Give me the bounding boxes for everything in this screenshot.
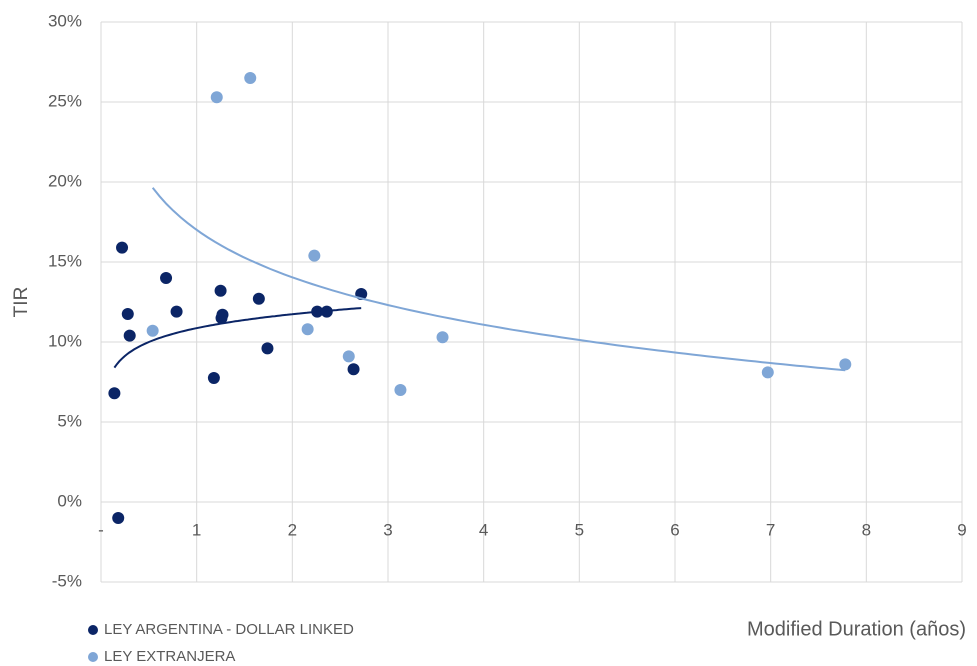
legend-marker	[88, 652, 98, 662]
x-tick-label: 2	[288, 520, 297, 539]
y-tick-label: -5%	[52, 571, 82, 590]
x-tick-label: -	[98, 520, 104, 539]
point	[761, 366, 774, 379]
point	[347, 363, 360, 376]
point	[108, 387, 121, 400]
point	[123, 329, 136, 342]
trendline	[151, 187, 846, 372]
y-tick-label: 5%	[57, 411, 82, 430]
trendline	[113, 307, 362, 369]
y-tick-label: 25%	[48, 91, 82, 110]
y-axis-label: TIR	[11, 287, 32, 318]
point	[394, 384, 407, 396]
legend-marker	[88, 625, 98, 635]
legend-label: LEY EXTRANJERA	[104, 648, 235, 665]
x-tick-label: 1	[192, 520, 201, 539]
point	[160, 272, 173, 284]
point	[121, 308, 134, 320]
x-tick-label: 8	[862, 520, 871, 539]
point	[214, 284, 227, 297]
point	[207, 372, 220, 384]
x-tick-label: 7	[766, 520, 775, 539]
point	[170, 305, 183, 318]
point	[244, 72, 257, 84]
x-tick-label: 3	[383, 520, 392, 539]
point	[839, 358, 852, 371]
y-tick-label: 0%	[57, 491, 82, 510]
point	[210, 91, 223, 104]
point	[116, 241, 129, 254]
x-tick-label: 9	[957, 520, 966, 539]
y-tick-label: 15%	[48, 251, 82, 270]
point	[261, 342, 274, 355]
point	[311, 305, 324, 318]
point	[112, 512, 125, 524]
legend-label: LEY ARGENTINA - DOLLAR LINKED	[104, 621, 354, 638]
point	[342, 350, 355, 363]
x-tick-label: 5	[575, 520, 584, 539]
point	[301, 323, 314, 336]
point	[320, 305, 333, 318]
y-tick-label: 10%	[48, 331, 82, 350]
x-tick-label: 4	[479, 520, 488, 539]
x-tick-label: 6	[670, 520, 679, 539]
point	[146, 324, 159, 337]
y-tick-label: 20%	[48, 171, 82, 190]
y-tick-label: 30%	[48, 11, 82, 30]
point	[308, 249, 321, 262]
x-axis-label: Modified Duration (años)	[747, 618, 966, 640]
point	[216, 308, 229, 321]
point	[436, 331, 449, 344]
point	[252, 292, 265, 305]
